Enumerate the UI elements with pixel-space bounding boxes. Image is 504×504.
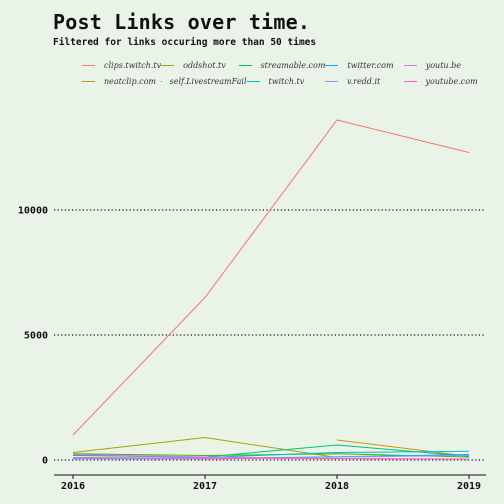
x-tick-label: 2017 bbox=[193, 481, 217, 492]
y-tick-label: 10000 bbox=[18, 206, 48, 217]
legend-label: v.redd.it bbox=[347, 76, 381, 86]
legend-label: oddshot.tv bbox=[183, 60, 226, 70]
series-line-clips-twitch-tv bbox=[72, 119, 470, 436]
series-line-neatclip-com bbox=[336, 439, 470, 457]
legend-row-2: neatclip.com self.LivestreamFail twitch.… bbox=[82, 73, 482, 89]
legend-item-neatclip-com: neatclip.com bbox=[82, 77, 161, 86]
legend-item-youtu-be: youtu.be bbox=[403, 60, 482, 70]
x-tick-label: 2018 bbox=[325, 481, 349, 492]
legend-key bbox=[82, 64, 95, 66]
legend-item-self-livestreamfail: self.LivestreamFail bbox=[160, 76, 247, 86]
legend-key bbox=[161, 64, 175, 66]
chart-subtitle: Filtered for links occuring more than 50… bbox=[53, 37, 317, 48]
legend-label: youtube.com bbox=[425, 76, 478, 86]
legend-key bbox=[325, 80, 338, 82]
y-tick-label: 0 bbox=[42, 456, 48, 467]
legend-label: youtu.be bbox=[425, 60, 461, 70]
legend-label: streamable.com bbox=[260, 60, 326, 70]
x-tick-label: 2016 bbox=[61, 481, 85, 492]
legend-key bbox=[239, 64, 252, 66]
legend-item-twitch-tv: twitch.tv bbox=[246, 76, 326, 86]
x-tick-label: 2019 bbox=[457, 481, 481, 492]
legend-key bbox=[403, 80, 417, 82]
series-line-youtube-com bbox=[72, 457, 470, 460]
legend-item-oddshot-tv: oddshot.tv bbox=[161, 61, 239, 70]
legend-label: twitter.com bbox=[347, 60, 394, 70]
series-line-oddshot-tv bbox=[72, 436, 338, 458]
legend-key bbox=[82, 80, 95, 82]
legend-label: clips.twitch.tv bbox=[104, 60, 162, 70]
legend-item-v-redd-it: v.redd.it bbox=[325, 77, 404, 86]
legend-key bbox=[325, 64, 339, 66]
legend-item-streamable-com: streamable.com bbox=[239, 61, 325, 70]
legend-item-youtube-com: youtube.com bbox=[403, 76, 483, 86]
chart-title: Post Links over time. bbox=[53, 10, 311, 34]
legend-label: neatclip.com bbox=[104, 76, 157, 86]
legend-item-twitter-com: twitter.com bbox=[325, 61, 403, 70]
legend-label: twitch.tv bbox=[268, 76, 305, 86]
y-tick-label: 5000 bbox=[24, 331, 48, 342]
legend-key bbox=[246, 80, 260, 82]
legend: clips.twitch.tv oddshot.tv streamable.co… bbox=[82, 57, 482, 89]
legend-label: self.LivestreamFail bbox=[169, 76, 247, 86]
legend-key bbox=[403, 64, 417, 66]
legend-item-clips-twitch-tv: clips.twitch.tv bbox=[82, 61, 161, 70]
legend-row-1: clips.twitch.tv oddshot.tv streamable.co… bbox=[82, 57, 482, 73]
